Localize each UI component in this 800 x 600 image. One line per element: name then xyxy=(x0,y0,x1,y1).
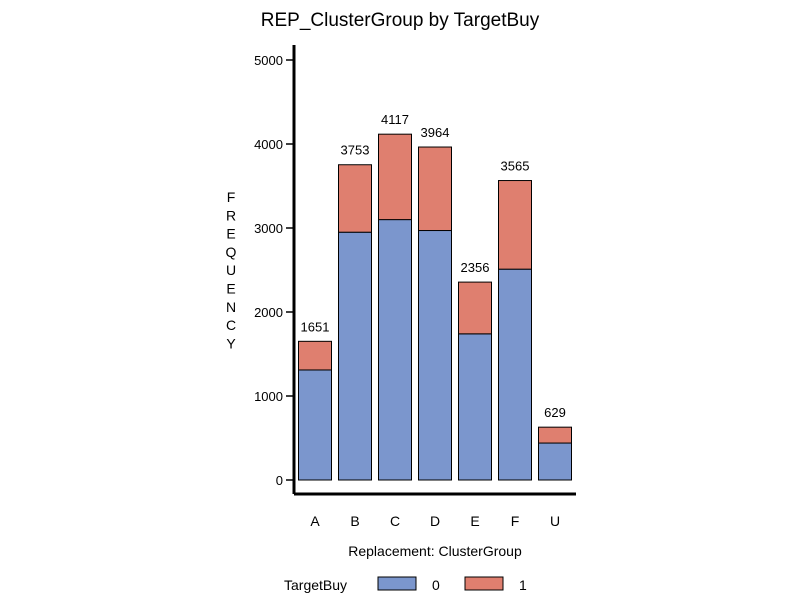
y-tick-label: 3000 xyxy=(254,221,283,236)
bar-A-series-0 xyxy=(298,369,332,481)
legend-title: TargetBuy xyxy=(284,577,347,593)
x-axis-title: Replacement: ClusterGroup xyxy=(348,543,522,559)
bar-total-label: 2356 xyxy=(461,260,490,275)
bar-total-label: 3964 xyxy=(421,125,450,140)
bar-E-series-1 xyxy=(458,281,492,335)
bar-C-series-0 xyxy=(378,219,412,481)
y-tick-label: 1000 xyxy=(254,389,283,404)
bar-U-series-0 xyxy=(538,442,572,481)
bar-E-series-0 xyxy=(458,333,492,481)
legend-label: 0 xyxy=(432,577,440,593)
x-tick-label: A xyxy=(310,513,320,529)
bar-total-label: 3753 xyxy=(341,143,370,158)
y-tick-label: 5000 xyxy=(254,53,283,68)
legend: TargetBuy 0 1 xyxy=(284,576,527,593)
bar-U-series-1 xyxy=(538,426,572,444)
y-tick-label: 0 xyxy=(276,473,283,488)
bars xyxy=(298,133,572,481)
y-tick-label: 2000 xyxy=(254,305,283,320)
x-tick-label: B xyxy=(350,513,359,529)
legend-swatch xyxy=(464,576,504,591)
bar-total-label: 629 xyxy=(544,405,566,420)
chart-title: REP_ClusterGroup by TargetBuy xyxy=(261,10,540,31)
bar-F-series-1 xyxy=(498,180,532,270)
bar-total-label: 3565 xyxy=(501,159,530,174)
bar-D-series-1 xyxy=(418,146,452,232)
bar-total-label: 1651 xyxy=(301,319,330,334)
x-tick-label: E xyxy=(470,513,479,529)
bar-D-series-0 xyxy=(418,230,452,481)
bar-A-series-1 xyxy=(298,340,332,371)
legend-swatch xyxy=(377,576,417,591)
bar-B-series-0 xyxy=(338,231,372,481)
x-tick-label: D xyxy=(430,513,440,529)
legend-label: 1 xyxy=(519,577,527,593)
y-axis: 0 1000 2000 3000 4000 5000 xyxy=(254,53,294,488)
x-tick-label: F xyxy=(511,513,520,529)
x-tick-label: C xyxy=(390,513,400,529)
bar-F-series-0 xyxy=(498,268,532,481)
x-tick-label: U xyxy=(550,513,560,529)
y-tick-label: 4000 xyxy=(254,137,283,152)
total-labels: 1651 3753 4117 3964 2356 3565 629 xyxy=(301,112,566,420)
bar-B-series-1 xyxy=(338,164,372,233)
bar-C-series-1 xyxy=(378,133,412,221)
bar-total-label: 4117 xyxy=(381,112,409,127)
